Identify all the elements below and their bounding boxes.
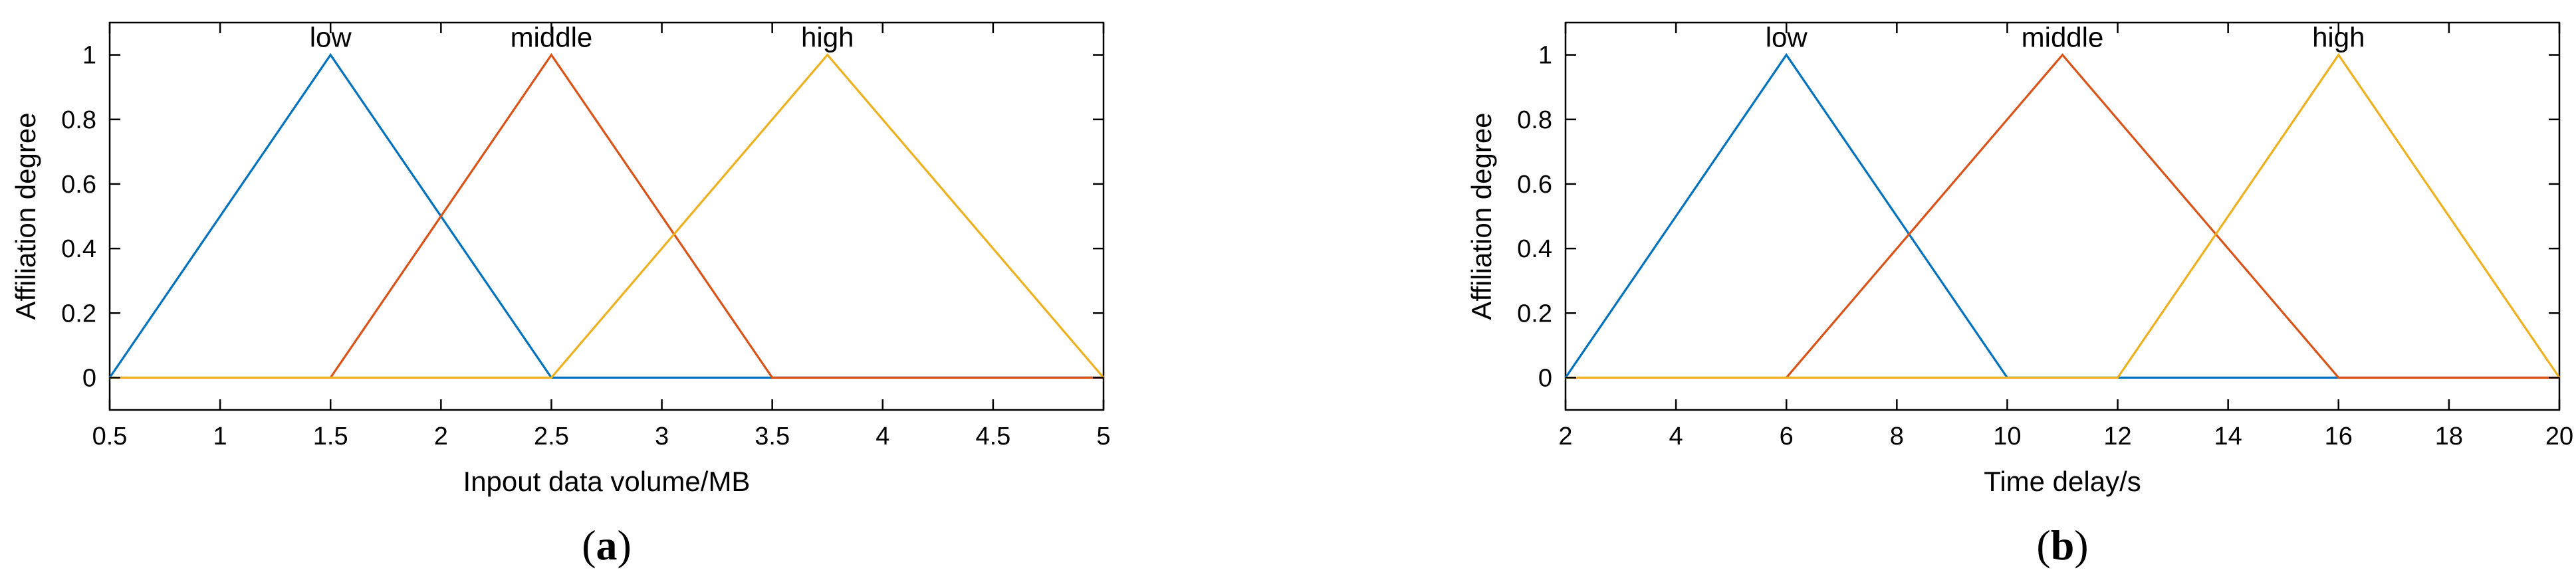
x-tick-label: 8: [1890, 423, 1904, 450]
panel-caption-letter: a: [596, 522, 618, 569]
x-tick-label: 3: [655, 423, 669, 450]
y-tick-label: 0.8: [61, 106, 96, 134]
x-tick-label: 2: [434, 423, 448, 450]
x-axis-label: Inpout data volume/MB: [463, 466, 751, 497]
y-tick-label: 0.2: [1517, 300, 1552, 328]
plot-frame: [1564, 21, 2561, 411]
y-axis-label: Affiliation degree: [10, 112, 41, 320]
y-tick-label: 0.4: [1517, 235, 1552, 263]
series-line-high: [1566, 52, 2561, 379]
series-line-middle: [329, 52, 1104, 379]
x-tick-label: 10: [1993, 423, 2021, 450]
plot-frame: [108, 21, 1105, 411]
y-tick-label: 0.2: [61, 300, 96, 328]
y-tick-label: 0: [82, 364, 96, 392]
x-tick-label: 3.5: [755, 423, 790, 450]
x-tick-label: 0.5: [92, 423, 128, 450]
series-line-high: [110, 53, 1105, 379]
x-tick-label: 16: [2325, 423, 2353, 450]
panel-caption-letter: b: [2051, 522, 2075, 569]
x-axis-label: Time delay/s: [1984, 466, 2141, 497]
y-tick-label: 1: [82, 42, 96, 70]
x-tick-label: 4: [876, 423, 889, 450]
x-tick-label: 1.5: [313, 423, 348, 450]
y-tick-label: 0: [1538, 364, 1552, 392]
x-tick-label: 6: [1780, 423, 1794, 450]
y-tick-label: 1: [1538, 42, 1552, 70]
x-tick-label: 4: [1669, 423, 1683, 450]
y-tick-label: 0.6: [61, 171, 96, 199]
x-tick-label: 2.5: [534, 423, 569, 450]
y-tick-label: 0.4: [61, 235, 96, 263]
x-tick-label: 1: [213, 423, 227, 450]
y-axis-label: Affiliation degree: [1466, 112, 1497, 320]
series-annotation-high: high: [801, 22, 854, 53]
x-tick-label: 14: [2214, 423, 2242, 450]
x-tick-label: 18: [2435, 423, 2463, 450]
y-tick-label: 0.8: [1517, 106, 1552, 134]
panel-caption: (a): [582, 522, 632, 569]
x-tick-label: 2: [1558, 423, 1572, 450]
series-line-low: [108, 52, 1104, 379]
panel-caption: (b): [2036, 522, 2088, 569]
y-tick-label: 0.6: [1517, 171, 1552, 199]
x-tick-label: 5: [1096, 423, 1110, 450]
x-tick-label: 12: [2103, 423, 2131, 450]
x-tick-label: 20: [2545, 423, 2573, 450]
series-annotation-middle: middle: [2022, 22, 2104, 53]
x-tick-label: 4.5: [975, 423, 1010, 450]
series-line-middle: [1785, 53, 2559, 379]
series-line-low: [1564, 52, 2339, 379]
